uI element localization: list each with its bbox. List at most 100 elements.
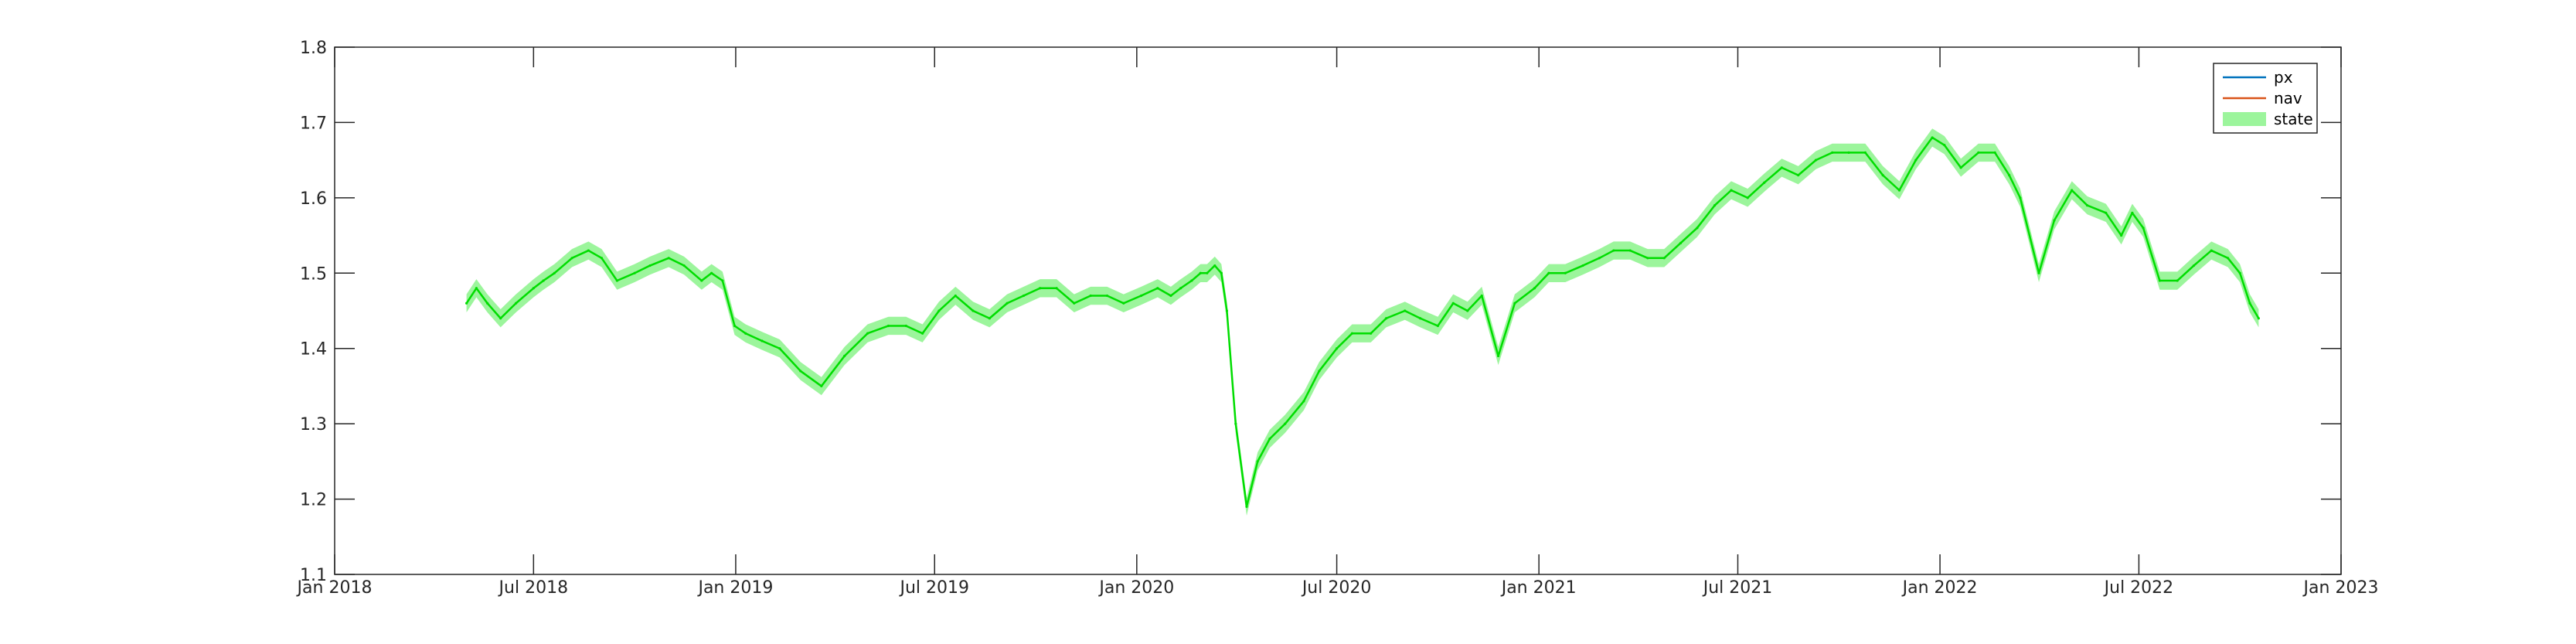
state-point: [761, 339, 764, 342]
state-point: [1746, 196, 1749, 199]
x-tick-label: Jan 2018: [296, 578, 373, 598]
state-point: [820, 384, 823, 388]
state-point: [542, 279, 545, 282]
state-point: [1256, 460, 1259, 463]
state-point: [700, 279, 703, 282]
state-point: [721, 279, 724, 282]
x-tick-labels: Jan 2018 Jul 2018 Jan 2019 Jul 2019 Jan 2020…: [296, 578, 2379, 598]
state-point: [1466, 309, 1469, 312]
state-point: [1480, 294, 1483, 298]
state-point: [682, 264, 686, 267]
x-tick-label: Jan 2022: [1901, 578, 1978, 598]
y-tick-label: 1.5: [300, 264, 327, 284]
state-point: [1139, 294, 1143, 298]
state-point: [1350, 332, 1354, 335]
state-point: [1662, 257, 1666, 260]
state-point: [2131, 211, 2134, 214]
state-point: [2019, 196, 2022, 199]
state-point: [1419, 317, 1422, 320]
state-point: [1335, 347, 1339, 350]
state-point: [1814, 158, 1818, 162]
state-point: [1730, 189, 1733, 192]
state-point: [2053, 219, 2056, 222]
state-point: [2105, 211, 2108, 214]
state-point: [799, 370, 802, 373]
state-point: [1234, 422, 1237, 425]
state-point: [1763, 181, 1766, 184]
state-point: [2226, 257, 2230, 260]
y-tick-label: 1.3: [300, 415, 327, 434]
state-point: [778, 347, 781, 350]
state-point: [633, 271, 636, 274]
state-point: [1190, 279, 1193, 282]
state-point: [1022, 294, 1025, 298]
state-point: [1451, 302, 1455, 305]
state-point: [465, 302, 468, 305]
state-point: [1245, 505, 1248, 508]
state-point: [2071, 189, 2074, 192]
state-point: [1284, 422, 1287, 425]
state-point: [954, 294, 957, 298]
x-tick-label: Jan 2021: [1500, 578, 1577, 598]
state-point: [499, 317, 502, 320]
state-point: [1897, 189, 1901, 192]
state-point: [475, 287, 478, 290]
state-point: [1612, 249, 1615, 252]
y-tick-label: 1.4: [300, 340, 327, 359]
y-tick-labels: 1.1 1.2 1.3 1.4 1.5 1.6 1.7 1.8: [300, 39, 327, 585]
state-point: [1213, 264, 1217, 267]
state-point: [532, 287, 535, 290]
state-point: [1199, 271, 1202, 274]
state-point: [2037, 271, 2040, 274]
state-point: [938, 309, 941, 312]
state-point: [1943, 144, 1946, 147]
state-point: [553, 271, 556, 274]
state-point: [587, 249, 590, 252]
axes-box: [334, 46, 2342, 575]
state-point: [2248, 302, 2251, 305]
state-point: [600, 257, 604, 260]
legend-label: px: [2274, 68, 2293, 87]
state-point: [1122, 302, 1125, 305]
state-point: [648, 264, 652, 267]
plot-content: [465, 128, 2260, 516]
state-point: [1179, 287, 1183, 290]
state-point: [1863, 151, 1867, 154]
state-point: [1220, 271, 1223, 274]
y-tick-label: 1.1: [300, 566, 327, 585]
state-point: [2142, 227, 2145, 230]
state-point: [866, 332, 869, 335]
state-point: [1547, 271, 1550, 274]
state-point: [1006, 302, 1009, 305]
state-point: [988, 317, 991, 320]
state-point: [1496, 354, 1500, 358]
y-tick-label: 1.7: [300, 114, 327, 133]
x-tick-label: Jul 2020: [1301, 578, 1372, 598]
state-point: [1384, 317, 1388, 320]
state-point: [1513, 302, 1516, 305]
state-point: [1225, 309, 1229, 312]
x-tick-label: Jul 2021: [1702, 578, 1773, 598]
state-point: [486, 302, 489, 305]
state-point: [1039, 287, 1042, 290]
state-point: [2085, 204, 2089, 207]
state-point: [1831, 151, 1834, 154]
state-point: [904, 324, 907, 328]
x-tick-label: Jul 2018: [498, 578, 569, 598]
state-point: [1977, 151, 1980, 154]
state-point: [1268, 438, 1271, 441]
state-point: [1696, 227, 1699, 230]
x-tick-label: Jul 2022: [2103, 578, 2174, 598]
state-point: [1646, 257, 1649, 260]
state-point: [1404, 309, 1407, 312]
state-point: [1156, 287, 1159, 290]
state-point: [710, 271, 713, 274]
legend-swatch-band: [2223, 112, 2266, 126]
y-tick-label: 1.2: [300, 491, 327, 510]
state-point: [843, 354, 846, 358]
state-point: [1370, 332, 1373, 335]
state-point: [1959, 166, 1962, 169]
state-point: [1914, 158, 1918, 162]
state-point: [2238, 271, 2241, 274]
